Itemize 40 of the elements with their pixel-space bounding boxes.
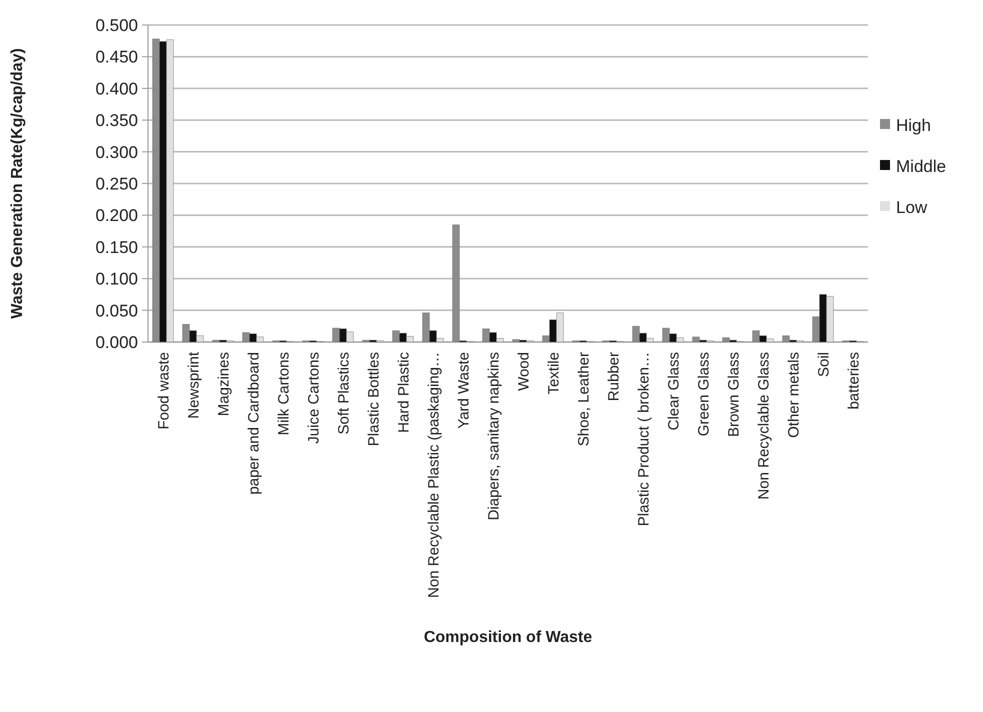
y-tick-label: 0.500 xyxy=(95,16,138,35)
y-axis-title: Waste Generation Rate(Kg/cap/day) xyxy=(9,48,26,319)
x-tick-label: Shoe, Leather xyxy=(575,352,592,446)
y-tick-label: 0.450 xyxy=(95,48,138,67)
x-tick-label: Food waste xyxy=(155,352,172,430)
x-tick-label: Rubber xyxy=(605,352,622,402)
x-tick-label: Other metals xyxy=(785,352,802,438)
y-tick-label: 0.400 xyxy=(95,79,138,98)
x-tick-label: batteries xyxy=(845,352,862,410)
x-tick-label: Plastic Product ( broken… xyxy=(635,352,652,526)
x-tick-label: Green Glass xyxy=(695,352,712,436)
legend-label: High xyxy=(896,116,931,135)
x-tick-label: Soft Plastics xyxy=(335,352,352,435)
y-tick-label: 0.100 xyxy=(95,270,138,289)
y-tick-label: 0.200 xyxy=(95,206,138,226)
x-tick-label: Yard Waste xyxy=(455,352,472,429)
y-tick-label: 0.350 xyxy=(95,111,138,130)
x-tick-label: Non Recyclable Plastic (paskaging… xyxy=(425,352,442,598)
legend-label: Low xyxy=(896,198,928,217)
x-tick-label: Wood xyxy=(515,352,532,391)
x-tick-label: Hard Plastic xyxy=(395,352,412,433)
y-tick-label: 0.050 xyxy=(95,301,138,320)
x-tick-label: Clear Glass xyxy=(665,352,682,430)
x-tick-label: paper and Cardboard xyxy=(245,352,262,495)
x-tick-label: Newsprint xyxy=(185,351,202,419)
legend-label: Middle xyxy=(896,156,946,176)
x-tick-label: Diapers, sanitary napkins xyxy=(485,352,502,520)
y-tick-label: 0.000 xyxy=(95,332,138,352)
x-tick-label: Juice Cartons xyxy=(305,352,322,444)
x-tick-label: Brown Glass xyxy=(725,352,742,438)
y-tick-label: 0.300 xyxy=(95,142,138,162)
x-tick-label: Milk Cartons xyxy=(275,352,292,436)
x-tick-label: Non Recyclable Glass xyxy=(755,352,772,500)
x-tick-label: Plastic Bottles xyxy=(365,352,382,446)
x-tick-label: Soil xyxy=(815,352,832,378)
x-axis-title: Composition of Waste xyxy=(424,629,592,646)
y-tick-label: 0.250 xyxy=(95,174,138,194)
x-tick-label: Magzines xyxy=(215,352,232,416)
x-tick-label: Textile xyxy=(545,352,562,395)
y-tick-label: 0.150 xyxy=(95,238,138,257)
